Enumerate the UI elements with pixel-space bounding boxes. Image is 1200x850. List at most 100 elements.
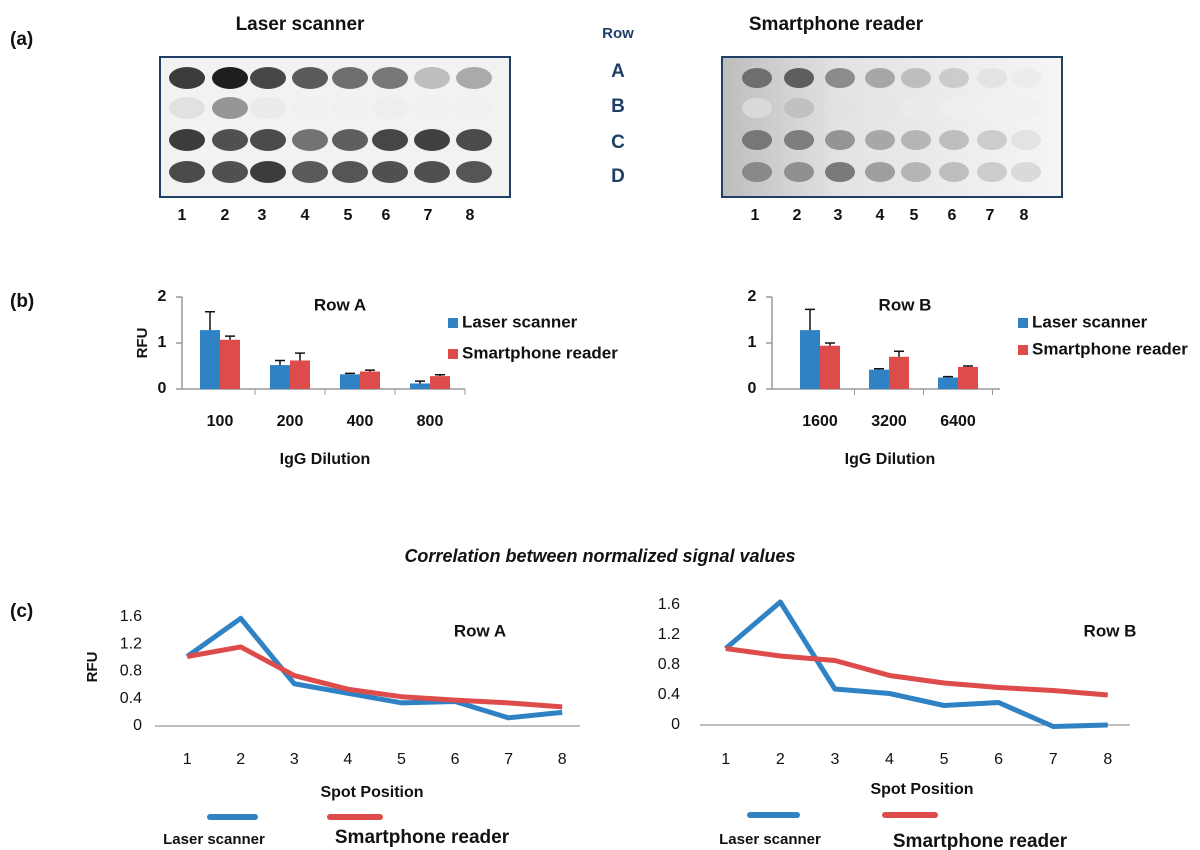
chart-title: Row B: [879, 295, 932, 314]
y-tick-label: 0.8: [120, 663, 142, 680]
error-bar: [205, 312, 215, 330]
legend-label: Laser scanner: [1032, 312, 1148, 331]
x-tick-label: 5: [397, 751, 406, 768]
bar: [290, 360, 310, 389]
row-label: D: [611, 166, 625, 187]
blot-spot: [1011, 68, 1041, 88]
blot-spot: [939, 162, 969, 182]
y-tick-label: 0: [133, 717, 142, 734]
x-tick-label: 8: [1103, 751, 1112, 768]
legend-swatch: [1018, 318, 1028, 328]
error-bar: [345, 373, 355, 374]
blot-spot: [372, 97, 408, 119]
blot-spot: [212, 129, 248, 151]
x-tick-label: 1: [721, 751, 730, 768]
blot-spot: [169, 129, 205, 151]
x-tick-label: 2: [776, 751, 785, 768]
error-bar: [943, 377, 953, 378]
error-bar: [365, 370, 375, 371]
x-tick-label: 6: [994, 751, 1003, 768]
bar: [869, 370, 889, 389]
bar: [958, 367, 978, 389]
bar: [938, 378, 958, 390]
x-tick-label: 7: [504, 751, 513, 768]
y-tick-label: 0: [158, 380, 167, 397]
blot-spot: [250, 129, 286, 151]
blot-spot: [784, 98, 814, 118]
x-tick-label: 800: [417, 413, 444, 430]
column-label: 3: [258, 207, 267, 224]
column-label: 8: [1020, 207, 1029, 224]
column-label: 8: [466, 207, 475, 224]
column-label: 6: [382, 207, 391, 224]
column-label: 7: [424, 207, 433, 224]
blot-spot: [332, 161, 368, 183]
legend-label: Smartphone reader: [335, 827, 510, 848]
x-tick-label: 400: [347, 413, 374, 430]
x-tick-label: 6: [451, 751, 460, 768]
blot-spot: [977, 98, 1007, 118]
x-tick-label: 7: [1049, 751, 1058, 768]
chart-title: Row A: [314, 295, 366, 314]
page: (a) (b) (c) Laser scanner Smartphone rea…: [0, 0, 1200, 850]
column-label: 1: [751, 207, 760, 224]
y-tick-label: 0: [671, 716, 680, 733]
blot-spot: [825, 68, 855, 88]
x-tick-label: 1: [183, 751, 192, 768]
bar: [410, 383, 430, 389]
column-label: 5: [344, 207, 353, 224]
y-tick-label: 1: [748, 334, 757, 351]
x-tick-label: 2: [236, 751, 245, 768]
blot-spot: [292, 97, 328, 119]
blot-spot: [414, 67, 450, 89]
blot-spot: [456, 161, 492, 183]
legend-label: Smartphone reader: [893, 831, 1068, 850]
x-tick-label: 5: [940, 751, 949, 768]
blot-spot: [1011, 98, 1041, 118]
blot-spot: [784, 130, 814, 150]
column-label: 5: [910, 207, 919, 224]
blot-spot: [865, 68, 895, 88]
blot-spot: [977, 130, 1007, 150]
row-label: C: [611, 132, 625, 153]
blot-spot: [784, 162, 814, 182]
row-header: Row: [602, 25, 634, 42]
legend-label: Laser scanner: [163, 831, 265, 848]
blot-spot: [212, 97, 248, 119]
legend-label: Laser scanner: [719, 831, 821, 848]
blot-spot: [292, 161, 328, 183]
blot-spot: [250, 67, 286, 89]
blot-spot: [169, 161, 205, 183]
blot-spot: [901, 162, 931, 182]
blot-spot: [169, 67, 205, 89]
legend-swatch: [1018, 345, 1028, 355]
bar: [270, 365, 290, 389]
blot-spot: [742, 162, 772, 182]
y-tick-label: 1.6: [658, 596, 680, 613]
blot-spot: [414, 161, 450, 183]
legend-label: Smartphone reader: [462, 343, 618, 362]
blot-spot: [212, 67, 248, 89]
column-label: 4: [301, 207, 310, 224]
y-tick-label: 1.6: [120, 608, 142, 625]
blot-spot: [332, 129, 368, 151]
x-tick-label: 100: [207, 413, 234, 430]
error-bar: [825, 343, 835, 346]
blot-spot: [372, 67, 408, 89]
y-tick-label: 2: [158, 288, 167, 305]
y-tick-label: 2: [748, 288, 757, 305]
y-axis-label: RFU: [134, 328, 151, 359]
blot-spot: [456, 67, 492, 89]
bar: [360, 372, 380, 389]
x-tick-label: 3: [830, 751, 839, 768]
blot-title: Laser scanner: [236, 14, 365, 35]
error-bar: [295, 353, 305, 360]
y-tick-label: 1.2: [658, 626, 680, 643]
y-tick-label: 1: [158, 334, 167, 351]
error-bar: [963, 366, 973, 367]
chart-title: Row B: [1084, 621, 1137, 640]
blot-spot: [825, 130, 855, 150]
y-tick-label: 1.2: [120, 635, 142, 652]
panel-label: (c): [10, 601, 33, 622]
blot-spot: [865, 130, 895, 150]
